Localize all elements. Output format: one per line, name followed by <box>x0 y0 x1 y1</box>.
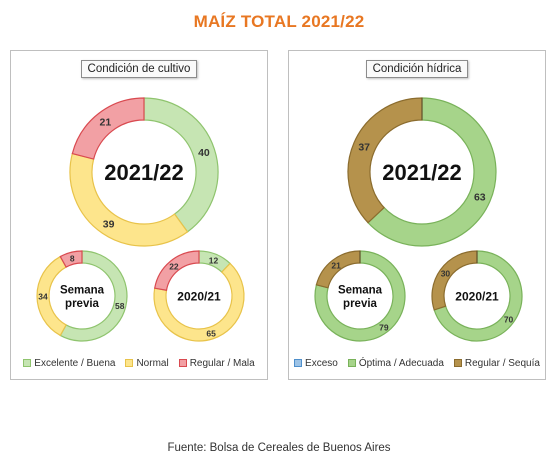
donut-2-value-0: 12 <box>209 255 219 265</box>
crop-condition-panel: 40 39 21 2021/22 58 34 8 Semana previa 12 65 22 2020… <box>10 50 268 380</box>
donut-2-value-1: 65 <box>206 329 216 339</box>
legend-label-2: Regular / Mala <box>189 358 255 369</box>
main-title: MAÍZ TOTAL 2021/22 <box>193 12 365 31</box>
legend-label-0: Exceso <box>305 358 338 369</box>
legend-label-1: Óptima / Adecuada <box>358 358 444 369</box>
donut-2-slice-1 <box>433 250 523 342</box>
donut-1-center-label: previa <box>65 298 99 310</box>
legend-item-0: Exceso <box>294 358 338 369</box>
legend-item-1: Normal <box>125 358 169 369</box>
water-condition-title: Condición hídrica <box>365 60 469 78</box>
donut-1-value-1: 34 <box>38 292 48 302</box>
donut-2-value-2: 22 <box>169 262 179 272</box>
donut-2-slice-2 <box>153 250 200 291</box>
legend-item-2: Regular / Mala <box>178 358 255 369</box>
donut-0-value-2: 21 <box>100 117 112 129</box>
donut-1-value-0: 58 <box>115 301 125 311</box>
donut-2: 70 30 2020/21 <box>431 250 523 342</box>
legend-swatch-2 <box>453 359 462 367</box>
donut-1-center-label: Semana <box>338 285 383 297</box>
crop-condition-legend: Excelente / Buena Normal Regular / Mala <box>11 358 267 369</box>
donut-2-slice-1 <box>153 262 245 342</box>
legend-item-2: Regular / Sequía <box>453 358 540 369</box>
donut-2-value-2: 30 <box>441 269 451 279</box>
legend-swatch-1 <box>125 359 134 367</box>
donut-2: 12 65 22 2020/21 <box>153 250 245 342</box>
donut-0-slice-2 <box>71 97 145 160</box>
donut-1-slice-2 <box>59 250 83 268</box>
donut-0: 63 37 2021/22 <box>347 97 497 247</box>
donut-2-center-label: 2020/21 <box>177 289 221 303</box>
crop-condition-title: Condición de cultivo <box>80 60 198 78</box>
donut-0-slice-1 <box>367 97 497 247</box>
donut-2-value-1: 70 <box>504 314 514 324</box>
legend-swatch-1 <box>347 359 356 367</box>
donut-1-value-2: 21 <box>331 261 341 271</box>
donut-1-value-2: 8 <box>70 254 75 264</box>
water-condition-legend: Exceso Óptima / Adecuada Regular / Sequía <box>289 358 545 369</box>
donut-0: 40 39 21 2021/22 <box>69 97 219 247</box>
legend-label-0: Excelente / Buena <box>34 358 116 369</box>
donut-0-center-label: 2021/22 <box>104 160 184 185</box>
legend-item-0: Excelente / Buena <box>23 358 115 369</box>
donut-1-slice-1 <box>314 250 406 342</box>
legend-swatch-2 <box>178 359 187 367</box>
legend-swatch-0 <box>23 359 32 367</box>
water-condition-panel: 63 37 2021/22 79 21 Semana previa 70 30 2020/21 C… <box>288 50 546 380</box>
donut-0-value-0: 40 <box>198 147 210 159</box>
legend-item-1: Óptima / Adecuada <box>347 358 444 369</box>
donut-0-value-1: 39 <box>103 219 115 231</box>
legend-label-1: Normal <box>136 358 169 369</box>
donut-1-value-1: 79 <box>379 322 389 332</box>
donut-0-value-1: 63 <box>474 192 486 204</box>
legend-label-2: Regular / Sequía <box>464 358 540 369</box>
donut-0-center-label: 2021/22 <box>382 160 462 185</box>
legend-swatch-0 <box>294 359 303 367</box>
donut-1-center-label: Semana <box>60 285 105 297</box>
donut-2-center-label: 2020/21 <box>455 289 499 303</box>
donut-0-value-2: 37 <box>358 141 370 153</box>
donut-1-center-label: previa <box>343 298 377 310</box>
source-note: Fuente: Bolsa de Cereales de Buenos Aire… <box>167 442 391 454</box>
